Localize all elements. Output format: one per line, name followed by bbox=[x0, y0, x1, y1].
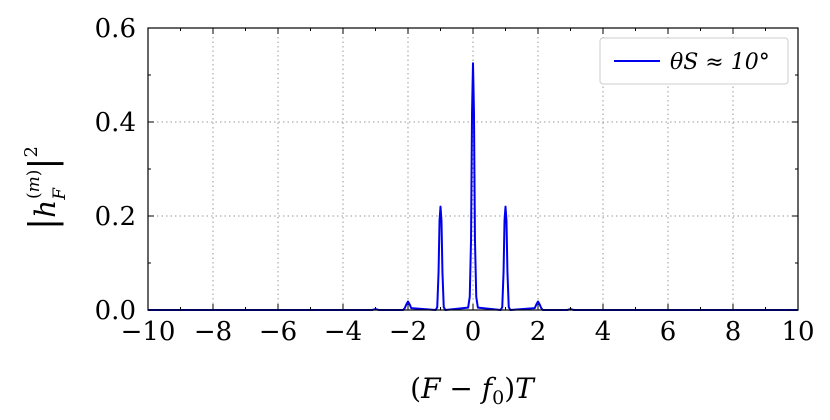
ticks-layer bbox=[147, 27, 799, 311]
y-tick-label: 0.4 bbox=[95, 108, 136, 138]
x-tick-label: 4 bbox=[595, 317, 612, 347]
x-tick-label: 10 bbox=[781, 317, 814, 347]
x-tick-label: 0 bbox=[465, 317, 482, 347]
x-tick-label: −2 bbox=[389, 317, 427, 347]
svg-text:|hF(m)|2: |hF(m)|2 bbox=[21, 146, 70, 230]
x-tick-label: 2 bbox=[530, 317, 547, 347]
tick-labels-layer: −10 −8 −6 −4 −2 0 2 4 6 8 10 0.0 0.2 0.4 0.6 bbox=[95, 14, 815, 347]
x-tick-label: −6 bbox=[259, 317, 297, 347]
x-tick-label: 6 bbox=[660, 317, 677, 347]
y-tick-label: 0.0 bbox=[95, 296, 136, 326]
x-axis-title: (F − f0)T bbox=[410, 372, 536, 409]
series-layer bbox=[148, 62, 798, 311]
series-line bbox=[148, 62, 798, 311]
legend: θS ≈ 10° bbox=[599, 37, 789, 85]
x-tick-label: −8 bbox=[194, 317, 232, 347]
x-tick-label: −10 bbox=[121, 317, 176, 347]
legend-label: θS ≈ 10° bbox=[670, 50, 770, 75]
y-tick-label: 0.2 bbox=[95, 202, 136, 232]
y-axis-title: |hF(m)|2 bbox=[21, 146, 70, 230]
x-tick-label: 8 bbox=[725, 317, 742, 347]
y-tick-label: 0.6 bbox=[95, 14, 136, 44]
x-tick-label: −4 bbox=[324, 317, 362, 347]
legend-box bbox=[599, 37, 789, 85]
